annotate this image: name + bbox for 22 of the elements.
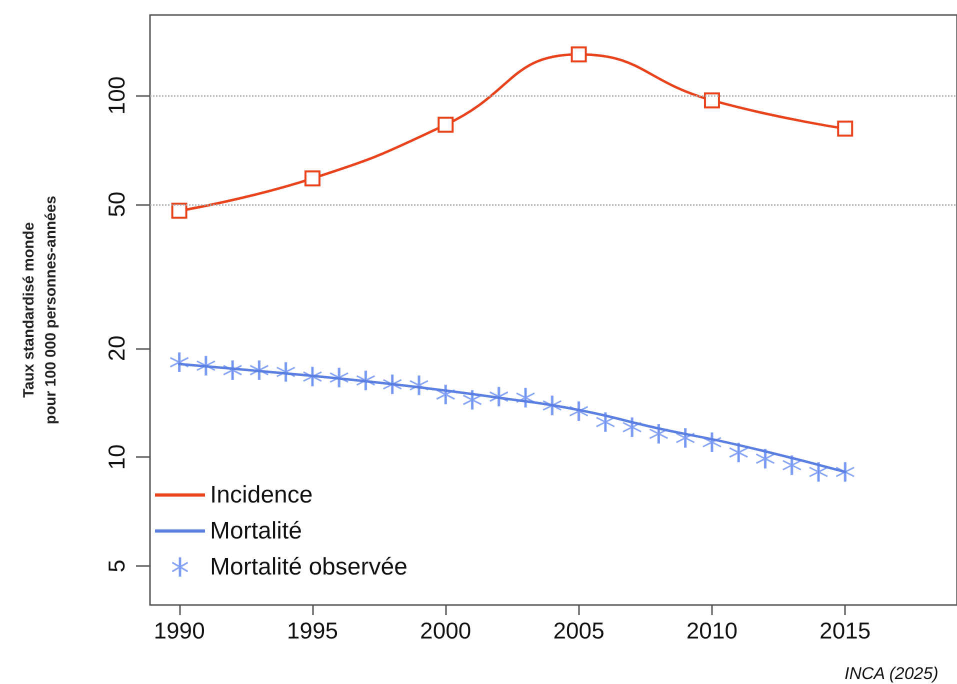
x-tick-label: 2010	[686, 618, 738, 644]
x-tick-label: 1990	[154, 618, 205, 644]
point	[837, 120, 854, 137]
legend-label: Mortalité	[210, 518, 302, 544]
y-tick-label: 5	[104, 560, 130, 572]
point	[171, 202, 188, 219]
x-tick-label: 2000	[420, 618, 472, 644]
point	[704, 92, 720, 108]
y-tick-label: 10	[104, 444, 130, 470]
point	[438, 116, 454, 133]
y-tick-label: 100	[104, 76, 130, 115]
text: INCA (2025)	[844, 664, 938, 683]
legend-label: Mortalité observée	[210, 554, 408, 580]
x-tick-label: 2005	[553, 618, 604, 644]
x-tick-label: 1995	[286, 618, 338, 644]
x-tick-label: 2015	[820, 618, 871, 644]
y-tick-label: 20	[104, 335, 130, 362]
y-axis-title: Taux standardisé monde pour 100 000 personnes-années	[20, 196, 60, 424]
point	[570, 46, 587, 62]
y-tick-label: 50	[104, 192, 130, 218]
point	[304, 170, 320, 186]
legend-label: Incidence	[210, 482, 313, 508]
